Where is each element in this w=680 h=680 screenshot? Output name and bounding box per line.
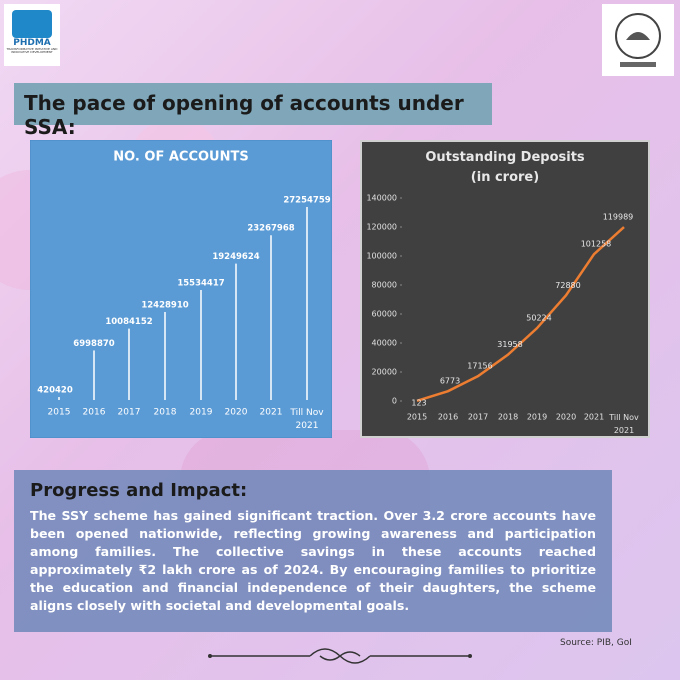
data-label: 6998870	[73, 339, 114, 349]
progress-box: Progress and Impact: The SSY scheme has …	[14, 470, 612, 632]
data-label: 19249624	[212, 252, 259, 262]
x-tick-label: 2017	[468, 413, 488, 422]
chart-title: NO. OF ACCOUNTS	[113, 150, 248, 165]
section-body: The SSY scheme has gained significant tr…	[30, 508, 596, 613]
chart-background	[30, 140, 332, 438]
x-tick-label: 2019	[190, 408, 213, 418]
y-tick-label: 120000	[366, 223, 397, 232]
data-label: 15534417	[177, 278, 224, 288]
logo-name: PHDMA	[13, 38, 51, 48]
x-tick-label: 2015	[407, 413, 427, 422]
data-label: 119989	[603, 213, 634, 222]
data-label: 50224	[526, 314, 551, 323]
data-label: 23267968	[247, 224, 294, 234]
decorative-swirl	[208, 648, 472, 664]
x-tick-label: 2016	[83, 408, 106, 418]
data-label: 10084152	[105, 317, 152, 327]
data-label: 101258	[581, 240, 612, 249]
logo: PHDMA TRANSFORMATIVE INITIATIVE AND INNO…	[4, 4, 60, 66]
chart-title: Outstanding Deposits (in crore)	[425, 150, 585, 185]
chart-background	[360, 140, 650, 438]
y-tick-label: 60000	[372, 310, 397, 319]
y-tick-label: 0	[392, 397, 397, 406]
accounts-chart: NO. OF ACCOUNTS 2015 2016 2017 2018 2019 2020…	[30, 140, 332, 438]
x-tick-label: 2021	[260, 408, 283, 418]
data-label: 123	[411, 398, 426, 407]
y-tick-label: 20000	[372, 368, 397, 377]
x-tick-label: 2020	[225, 408, 248, 418]
data-label: 27254759	[283, 196, 330, 206]
data-label: 31958	[497, 340, 522, 349]
y-tick-label: 80000	[372, 281, 397, 290]
data-label: 420420	[37, 386, 73, 396]
x-tick-label: 2017	[118, 408, 141, 418]
x-tick-label: 2015	[48, 408, 71, 418]
y-tick-label: 100000	[366, 252, 397, 261]
data-label: 72880	[555, 281, 580, 290]
y-tick-label: 40000	[372, 339, 397, 348]
logo-tagline: TRANSFORMATIVE INITIATIVE AND INNOVATIVE…	[6, 47, 58, 54]
data-label: 17156	[467, 362, 492, 371]
x-tick-label: 2019	[527, 413, 547, 422]
source: Source: PIB, GoI	[560, 638, 632, 648]
x-tick-label: 2018	[498, 413, 518, 422]
y-tick-label: 140000	[366, 194, 397, 203]
emblem-icon	[615, 13, 661, 67]
title-banner: The pace of opening of accounts under SS…	[14, 83, 492, 139]
x-tick-label: 2020	[556, 413, 576, 422]
section-heading: Progress and Impact:	[30, 480, 248, 501]
emblem	[602, 4, 674, 76]
data-label: 12428910	[141, 300, 188, 310]
page-title: The pace of opening of accounts under SS…	[24, 91, 464, 139]
data-label: 6773	[440, 377, 460, 386]
line	[416, 226, 625, 403]
x-tick-label: Till Nov 2021	[608, 413, 639, 435]
deposits-chart: Outstanding Deposits (in crore) 0 20000 4000…	[360, 140, 650, 438]
x-tick-label: 2018	[154, 408, 177, 418]
x-tick-label: 2021	[584, 413, 604, 422]
x-tick-label: Till Nov 2021	[289, 408, 324, 431]
x-tick-label: 2016	[438, 413, 458, 422]
